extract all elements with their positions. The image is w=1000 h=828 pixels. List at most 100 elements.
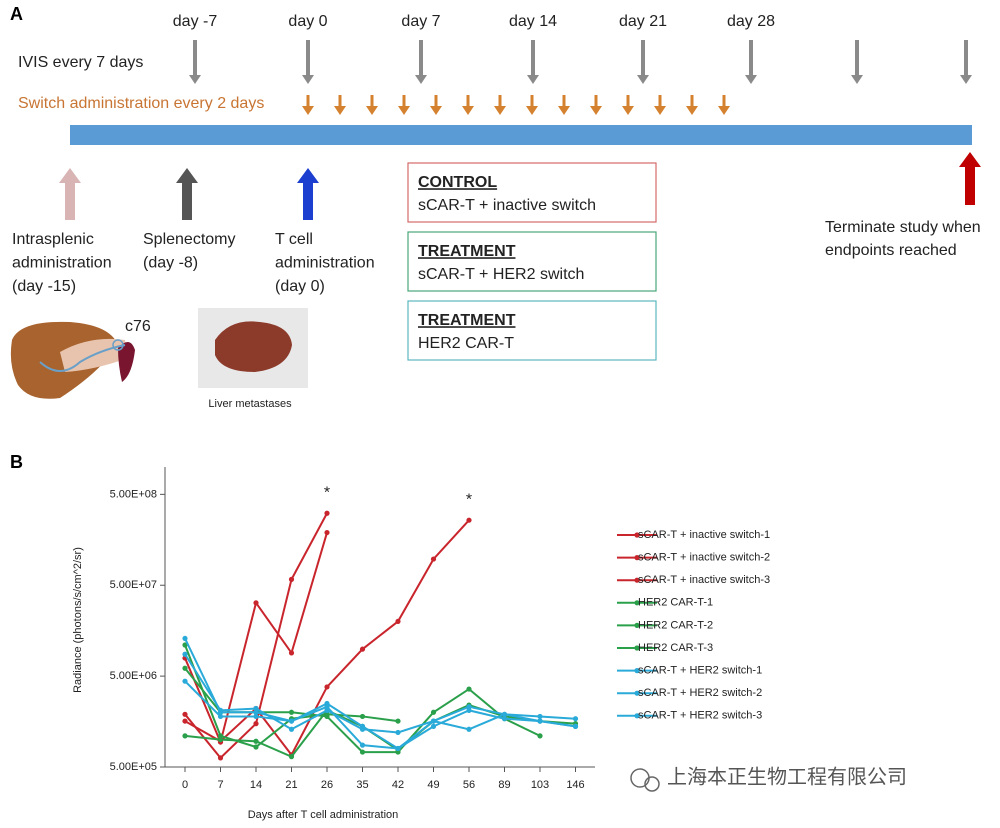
switch-arrow	[558, 106, 570, 115]
data-point	[217, 733, 224, 739]
day-label: day 28	[727, 13, 775, 30]
data-point	[359, 742, 366, 748]
data-point	[572, 716, 579, 722]
event-text: T cell	[275, 231, 313, 248]
data-point	[288, 726, 295, 732]
event-text: Intrasplenic	[12, 231, 94, 248]
ivis-arrow	[527, 75, 539, 84]
data-point	[288, 650, 295, 656]
x-tick-label: 56	[463, 779, 475, 791]
x-tick-label: 42	[392, 779, 404, 791]
data-point	[253, 600, 259, 606]
data-point	[466, 517, 472, 523]
ivis-arrow	[851, 75, 863, 84]
ivis-arrow	[415, 75, 427, 84]
data-point	[182, 642, 188, 648]
data-point	[182, 678, 188, 684]
ivis-label: IVIS every 7 days	[18, 54, 143, 71]
x-tick-label: 49	[427, 779, 439, 791]
data-point	[466, 726, 472, 732]
legend-swatch	[634, 668, 640, 674]
data-point	[501, 711, 508, 717]
day-label: day 7	[401, 13, 440, 30]
data-point	[430, 709, 437, 715]
panel-label: B	[10, 452, 23, 472]
legend-label: HER2 CAR-T-2	[638, 619, 713, 631]
data-point	[324, 684, 330, 690]
wechat-icon	[630, 768, 660, 792]
data-point	[217, 755, 224, 761]
data-point	[253, 713, 259, 720]
data-point	[501, 716, 508, 722]
ivis-arrow	[637, 75, 649, 84]
up-arrow	[965, 166, 975, 205]
group-box	[407, 162, 657, 223]
y-axis-label: Radiance (photons/s/cm^2/sr)	[72, 547, 84, 693]
panel-label: A	[10, 4, 23, 24]
data-point	[253, 709, 259, 715]
y-tick-label: 5.00E+08	[110, 488, 157, 500]
data-point	[253, 705, 259, 712]
data-point	[395, 729, 401, 736]
terminate-text: endpoints reached	[825, 242, 957, 259]
legend-label: sCAR-T + inactive switch-1	[638, 529, 770, 541]
data-point	[324, 510, 330, 516]
legend-swatch	[634, 622, 640, 629]
data-point	[466, 704, 472, 710]
switch-arrow	[526, 106, 538, 115]
up-arrow	[959, 152, 981, 167]
liver-illustration	[10, 321, 135, 399]
group-heading: TREATMENT	[418, 312, 516, 329]
group-heading: TREATMENT	[418, 243, 516, 260]
switch-arrow	[334, 106, 346, 115]
data-point	[572, 723, 579, 729]
switch-label: Switch administration every 2 days	[18, 95, 264, 112]
data-point	[466, 686, 472, 692]
photo-caption: Liver metastases	[208, 398, 292, 410]
legend-swatch	[634, 645, 640, 651]
event-text: (day -15)	[12, 278, 76, 295]
data-point	[217, 713, 224, 720]
series-line	[184, 653, 576, 734]
up-arrow	[176, 168, 198, 183]
legend-label: sCAR-T + HER2 switch-3	[638, 710, 762, 722]
legend-label: HER2 CAR-T-1	[638, 597, 713, 609]
data-point	[253, 744, 259, 750]
data-point	[288, 754, 295, 760]
group-box	[407, 231, 657, 292]
legend-label: sCAR-T + HER2 switch-2	[638, 687, 762, 699]
data-point	[324, 707, 330, 713]
data-point	[537, 733, 543, 739]
switch-arrow	[366, 106, 378, 115]
event-text: administration	[12, 255, 112, 272]
x-tick-label: 14	[250, 779, 262, 791]
annotation: *	[466, 491, 472, 508]
ivis-arrow	[960, 75, 972, 84]
up-arrow	[303, 182, 313, 220]
day-label: day 14	[509, 13, 557, 30]
switch-arrow	[654, 106, 666, 115]
switch-arrow	[622, 106, 634, 115]
data-point	[182, 718, 188, 724]
data-point	[430, 723, 437, 729]
up-arrow	[297, 168, 319, 183]
x-tick-label: 0	[182, 779, 188, 791]
up-arrow	[182, 182, 192, 220]
x-tick-label: 21	[285, 779, 297, 791]
data-point	[395, 745, 401, 752]
switch-arrow	[686, 106, 698, 115]
group-text: HER2 CAR-T	[418, 335, 514, 352]
data-point	[466, 707, 472, 713]
annotation: *	[324, 484, 330, 501]
cell-line-label: c76	[125, 318, 151, 335]
data-point	[537, 713, 543, 720]
series-line	[184, 680, 576, 750]
x-tick-label: 35	[356, 779, 368, 791]
event-text: Splenectomy	[143, 231, 236, 248]
x-tick-label: 26	[321, 779, 333, 791]
event-text: administration	[275, 255, 375, 272]
data-point	[253, 738, 259, 744]
group-box	[407, 300, 657, 361]
day-label: day 0	[288, 13, 327, 30]
up-arrow	[65, 182, 75, 220]
